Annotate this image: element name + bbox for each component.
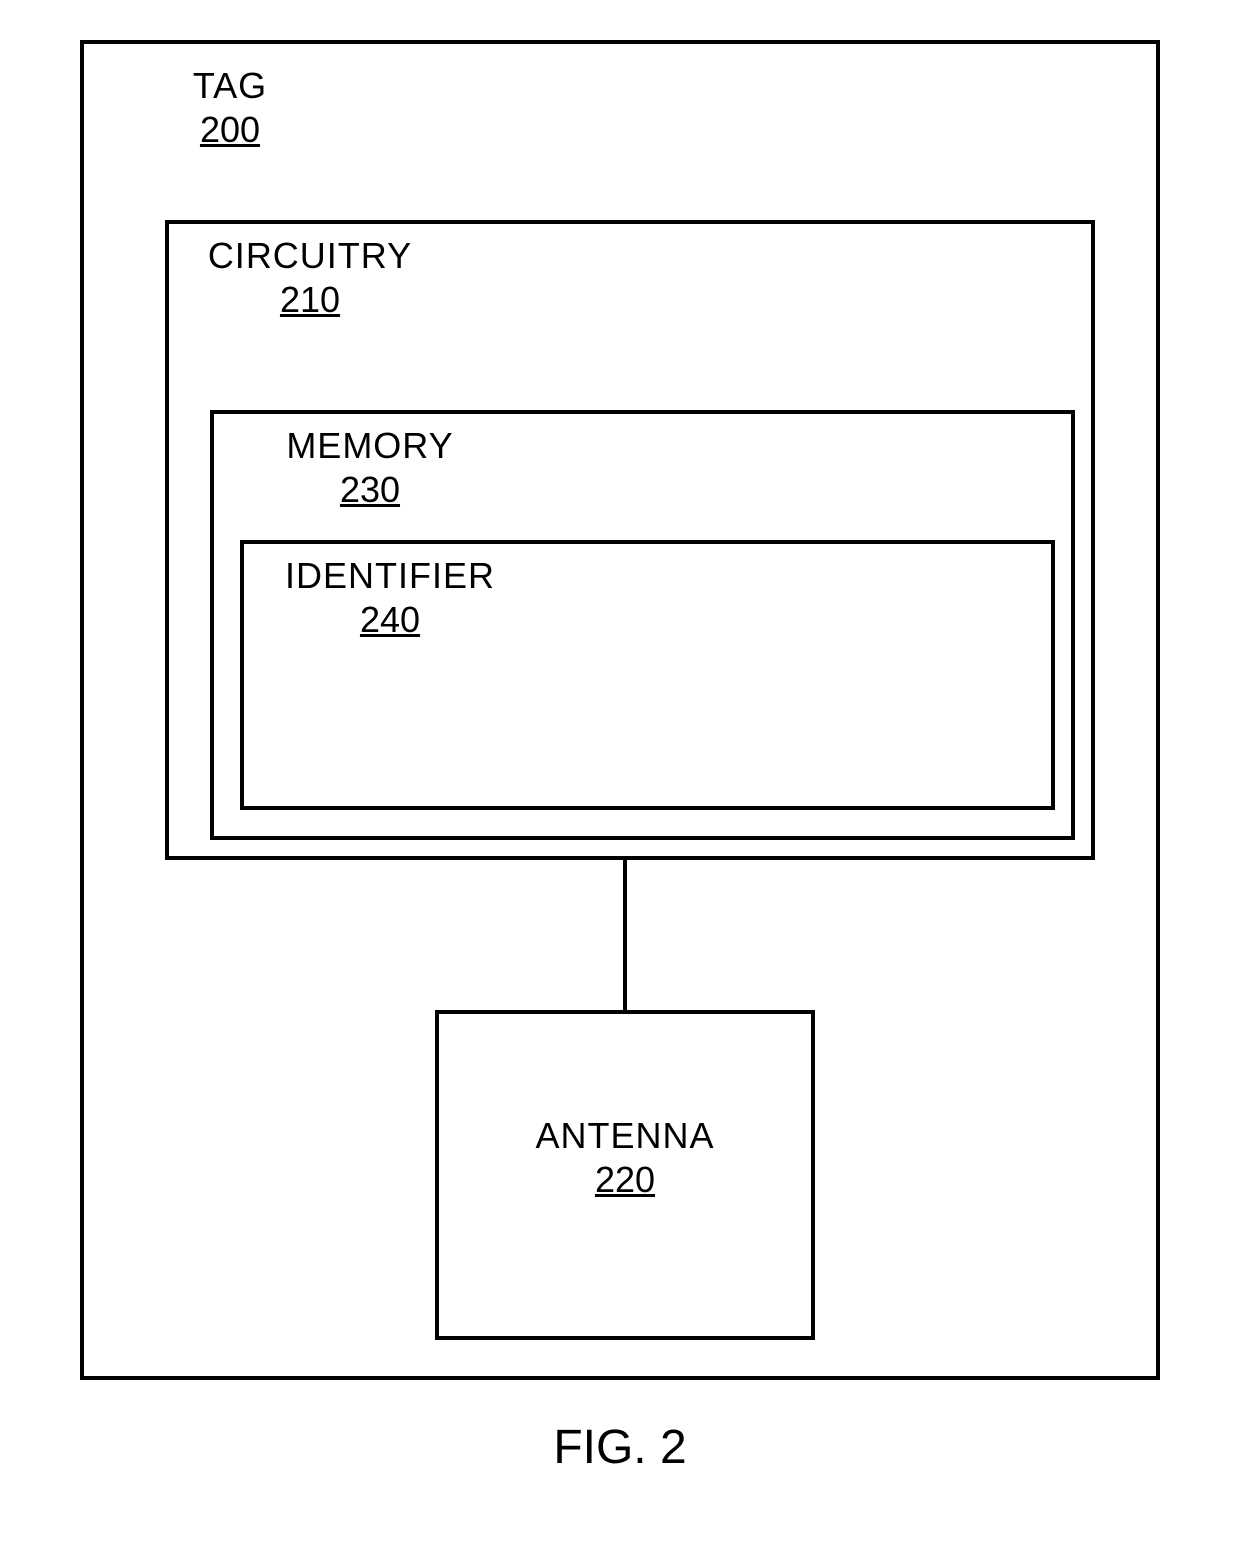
identifier-label: IDENTIFIER 240	[275, 555, 505, 641]
antenna-title: ANTENNA	[450, 1115, 800, 1157]
tag-label: TAG 200	[150, 65, 310, 151]
memory-label: MEMORY 230	[260, 425, 480, 511]
figure-caption: FIG. 2	[0, 1420, 1240, 1475]
tag-number: 200	[150, 109, 310, 151]
circuitry-number: 210	[200, 279, 420, 321]
identifier-number: 240	[275, 599, 505, 641]
tag-title: TAG	[150, 65, 310, 107]
antenna-number: 220	[450, 1159, 800, 1201]
circuitry-antenna-connector	[623, 860, 627, 1010]
circuitry-label: CIRCUITRY 210	[200, 235, 420, 321]
diagram-container: TAG 200 CIRCUITRY 210 MEMORY 230 IDENTIF…	[80, 40, 1160, 1380]
memory-number: 230	[260, 469, 480, 511]
identifier-title: IDENTIFIER	[275, 555, 505, 597]
antenna-label: ANTENNA 220	[450, 1115, 800, 1201]
memory-title: MEMORY	[260, 425, 480, 467]
circuitry-title: CIRCUITRY	[200, 235, 420, 277]
